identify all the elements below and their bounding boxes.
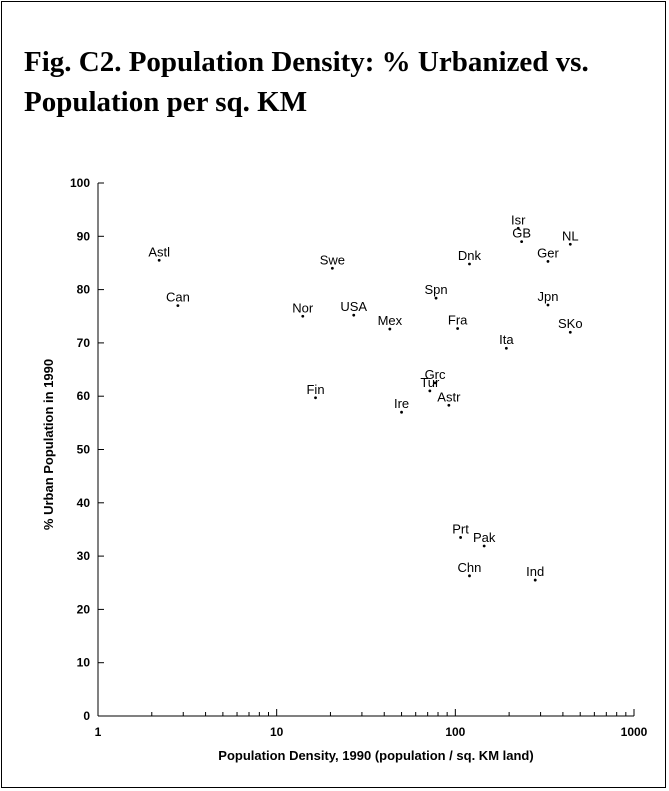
point-label: Prt [452, 521, 469, 536]
data-point [456, 327, 460, 330]
y-tick-label: 10 [77, 656, 91, 670]
data-point [388, 327, 392, 331]
y-tick-label: 50 [77, 443, 91, 457]
data-point [157, 258, 161, 262]
point-label: Nor [292, 300, 314, 315]
y-tick-label: 70 [77, 336, 91, 350]
data-point [546, 259, 550, 263]
axes: 1 10 100 1000 0 10 20 30 40 50 60 70 80 90 100 [70, 176, 648, 739]
point-label: Dnk [458, 248, 482, 263]
x-tick-label: 100 [445, 725, 465, 739]
y-tick-label: 80 [77, 283, 91, 297]
y-tick-label: 20 [77, 602, 91, 616]
data-point [520, 240, 524, 244]
data-point [433, 381, 437, 385]
data-point [428, 389, 432, 393]
data-point [504, 346, 508, 350]
point-label: Astl [148, 244, 170, 259]
data-point [482, 544, 486, 548]
data-point [330, 266, 334, 270]
data-point [468, 262, 471, 266]
point-label: Ita [499, 332, 514, 347]
point-label: Fin [306, 382, 324, 397]
point-label: Ind [526, 564, 544, 579]
y-tick-label: 90 [77, 229, 91, 243]
data-point [516, 226, 520, 230]
data-point [352, 313, 356, 317]
y-tick-label: 60 [77, 389, 91, 403]
point-label: SKo [558, 316, 583, 331]
y-tick-label: 0 [83, 709, 90, 723]
point-label: Isr [511, 212, 526, 227]
point-label: Spn [424, 282, 447, 297]
x-axis-title: Population Density, 1990 (population / s… [218, 748, 533, 763]
point-label: GB [512, 226, 531, 241]
point-label: USA [340, 299, 367, 314]
data-point [468, 574, 471, 578]
point-label: Ire [394, 396, 409, 411]
y-tick-label: 40 [77, 496, 91, 510]
point-label: NL [562, 228, 579, 243]
data-point [459, 536, 462, 539]
point-label: Swe [320, 252, 345, 267]
x-tick-label: 10 [270, 725, 284, 739]
point-label: Chn [458, 560, 482, 575]
data-point [533, 578, 537, 582]
point-label: Grc [425, 367, 446, 382]
point-label: Jpn [537, 289, 558, 304]
point-label: Pak [473, 530, 496, 545]
data-point [447, 403, 451, 407]
point-label: Ger [537, 245, 559, 260]
data-points: Astl Can Swe Nor USA Mex Fin Ire Spn Fra Dnk GrcTur… [148, 212, 583, 582]
data-point [568, 242, 572, 246]
chart-title: Fig. C2. Population Density: % Urbanized… [24, 46, 589, 118]
x-tick-label: 1000 [621, 725, 648, 739]
x-tick-label: 1 [95, 725, 102, 739]
data-point [176, 304, 180, 307]
data-point [400, 410, 403, 414]
point-label: Can [166, 290, 190, 305]
point-label: Fra [448, 313, 468, 328]
data-point [314, 396, 317, 400]
point-label: Tur [420, 375, 440, 390]
point-label: Mex [378, 313, 403, 328]
data-point [301, 314, 305, 318]
y-tick-label: 30 [77, 549, 91, 563]
data-point [568, 330, 572, 334]
data-point [434, 296, 438, 300]
point-label: Astr [437, 389, 461, 404]
y-axis-title: % Urban Population in 1990 [41, 359, 56, 530]
y-tick-label: 100 [70, 176, 90, 190]
data-point [546, 303, 550, 307]
